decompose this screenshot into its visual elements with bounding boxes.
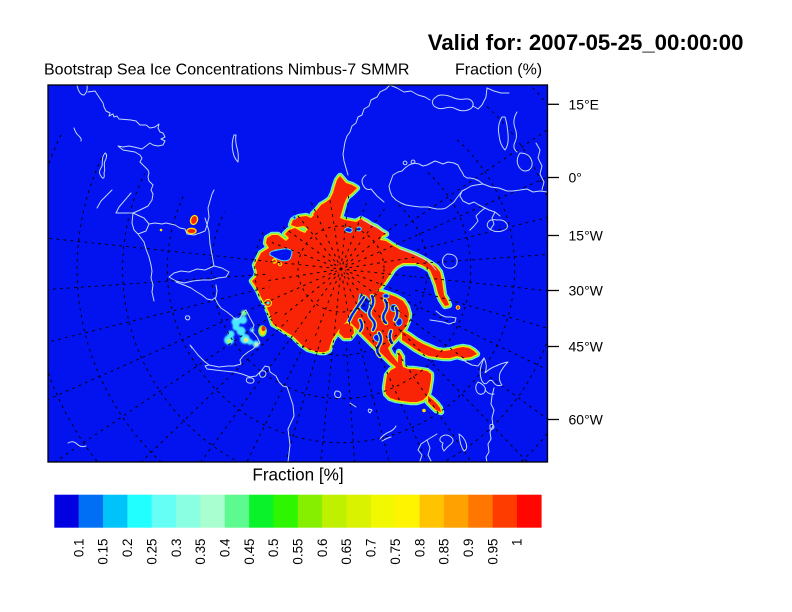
svg-text:0.85: 0.85	[437, 539, 452, 565]
svg-text:0.95: 0.95	[485, 539, 500, 565]
svg-text:0.4: 0.4	[217, 538, 232, 557]
svg-text:0.55: 0.55	[291, 539, 306, 565]
svg-text:15°E: 15°E	[569, 96, 600, 112]
svg-text:Valid for: 2007-05-25_00:00:00: Valid for: 2007-05-25_00:00:00	[428, 30, 744, 55]
svg-text:Fraction (%): Fraction (%)	[455, 61, 542, 78]
svg-text:1: 1	[510, 539, 525, 546]
svg-text:0.45: 0.45	[242, 539, 257, 565]
svg-text:0°: 0°	[569, 170, 582, 186]
svg-text:0.5: 0.5	[266, 539, 281, 558]
svg-text:0.65: 0.65	[339, 539, 354, 565]
svg-text:0.15: 0.15	[96, 539, 111, 565]
svg-text:30°W: 30°W	[569, 283, 604, 299]
svg-text:Fraction [%]: Fraction [%]	[252, 466, 343, 485]
svg-text:0.8: 0.8	[412, 539, 427, 558]
svg-text:0.9: 0.9	[461, 539, 476, 558]
svg-text:45°W: 45°W	[569, 339, 604, 355]
svg-text:0.2: 0.2	[120, 539, 135, 558]
svg-text:0.3: 0.3	[169, 539, 184, 558]
svg-text:0.6: 0.6	[315, 539, 330, 558]
svg-text:0.1: 0.1	[71, 539, 86, 558]
svg-text:0.25: 0.25	[144, 539, 159, 565]
svg-text:0.75: 0.75	[388, 539, 403, 565]
svg-text:0.35: 0.35	[193, 539, 208, 565]
svg-text:0.7: 0.7	[364, 539, 379, 558]
svg-text:Bootstrap Sea Ice Concentratio: Bootstrap Sea Ice Concentrations Nimbus-…	[44, 61, 409, 78]
svg-text:15°W: 15°W	[569, 228, 604, 244]
svg-text:60°W: 60°W	[569, 412, 604, 428]
